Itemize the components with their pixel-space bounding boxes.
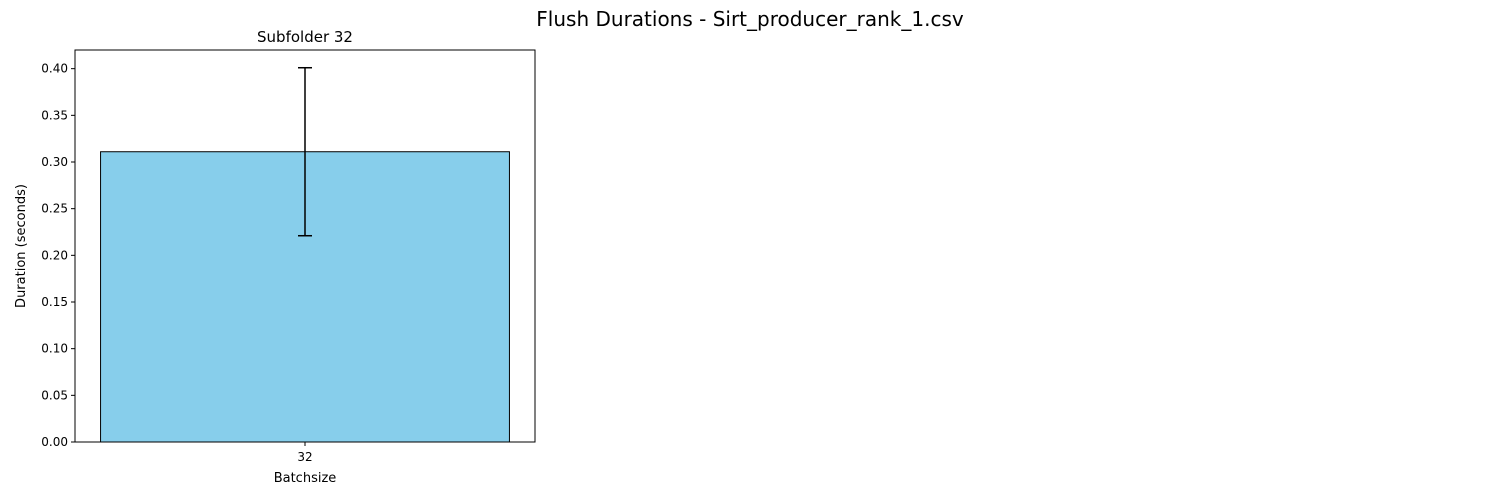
y-tick-label: 0.05 (41, 388, 68, 402)
y-axis-label: Duration (seconds) (14, 184, 29, 308)
y-tick-label: 0.00 (41, 435, 68, 449)
y-tick-label: 0.40 (41, 62, 68, 76)
y-tick-label: 0.30 (41, 155, 68, 169)
y-tick-label: 0.10 (41, 342, 68, 356)
x-tick-label: 32 (297, 450, 312, 464)
axes-title: Subfolder 32 (257, 28, 353, 46)
x-axis-label: Batchsize (274, 471, 337, 486)
x-axis-ticks: 32 (297, 442, 313, 464)
y-tick-label: 0.20 (41, 248, 68, 262)
y-tick-label: 0.15 (41, 295, 68, 309)
y-tick-label: 0.25 (41, 202, 68, 216)
figure-suptitle: Flush Durations - Sirt_producer_rank_1.c… (536, 7, 964, 31)
axes: Subfolder 32 0.00 0.05 0.10 0.15 0.20 0.25 0.3… (14, 28, 536, 486)
y-axis-ticks: 0.00 0.05 0.10 0.15 0.20 0.25 0.30 0.35 0.40 (41, 62, 75, 449)
errorbars-layer (298, 66, 312, 237)
y-tick-label: 0.35 (41, 108, 68, 122)
